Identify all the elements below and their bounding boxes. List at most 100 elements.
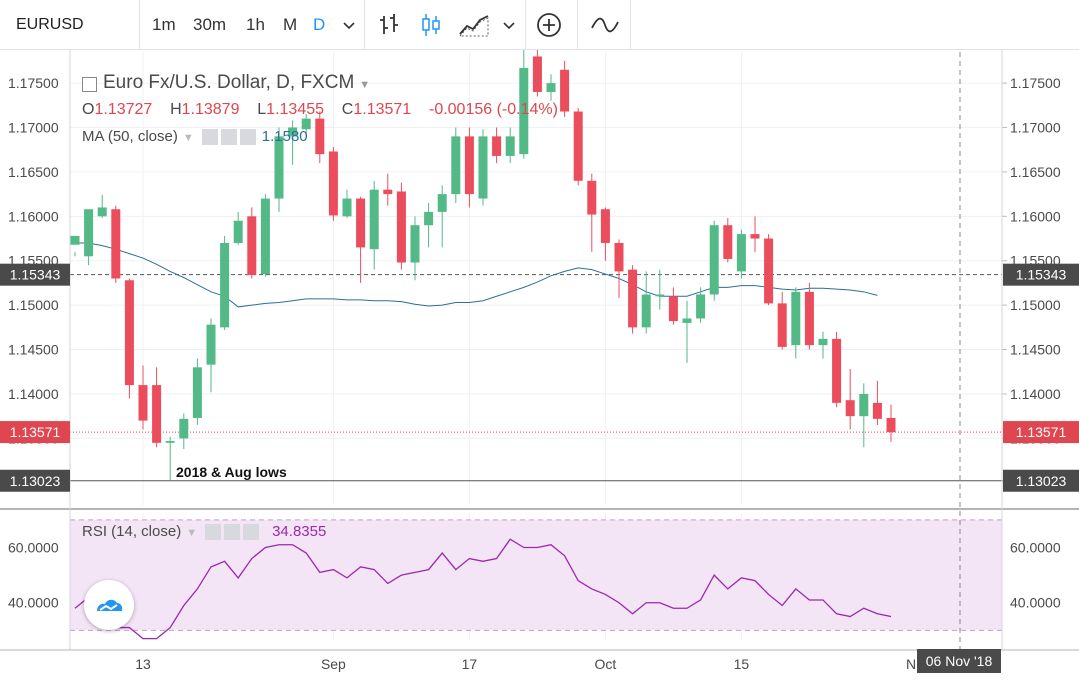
- close-icon[interactable]: [239, 129, 256, 146]
- candle-up: [410, 225, 420, 263]
- candle-up: [478, 136, 488, 199]
- indicator-wave-icon[interactable]: [590, 12, 620, 38]
- candle-up: [220, 242, 230, 328]
- rsi-axis-label: 40.0000: [1010, 595, 1061, 611]
- candle-down: [560, 69, 570, 112]
- candle-down: [396, 191, 406, 263]
- candle-down: [124, 280, 134, 386]
- candle-up: [165, 441, 175, 443]
- candle-down: [328, 151, 338, 216]
- price-axis-label: 1.16000: [8, 208, 59, 224]
- interval-1h-button[interactable]: 1h: [246, 15, 265, 34]
- price-axis-label: 1.14000: [8, 386, 59, 402]
- candle-up: [192, 367, 202, 418]
- chevron-down-icon[interactable]: [502, 16, 516, 34]
- candle-up: [696, 294, 706, 319]
- candle-up: [655, 294, 665, 297]
- current-price-tag-text: 1.13571: [1016, 424, 1067, 440]
- chevron-down-icon[interactable]: ▼: [182, 132, 194, 144]
- ma-label[interactable]: MA (50, close): [82, 128, 178, 145]
- candle-down: [845, 400, 855, 417]
- eye-icon[interactable]: [201, 129, 218, 146]
- rsi-label[interactable]: RSI (14, close): [82, 523, 182, 540]
- toolbar-divider: [364, 0, 365, 50]
- candle-up: [736, 234, 746, 272]
- collapse-icon[interactable]: [82, 76, 97, 92]
- rsi-line: [74, 538, 892, 640]
- open-label: O: [82, 101, 95, 118]
- open-value: 1.13727: [94, 101, 153, 118]
- price-axis-label: 1.15000: [8, 297, 59, 313]
- area-chart-icon[interactable]: [459, 12, 489, 38]
- price-axis-label: 1.14000: [1010, 386, 1061, 402]
- support-price-tag-left: [0, 469, 70, 492]
- chevron-down-icon[interactable]: ▼: [186, 527, 198, 539]
- candle-down: [152, 385, 162, 443]
- close-icon[interactable]: [243, 524, 260, 541]
- candle-up: [519, 67, 529, 155]
- rsi-axis-label: 40.0000: [8, 595, 59, 611]
- price-axis-label: 1.17500: [1010, 75, 1061, 91]
- price-chart[interactable]: 1.17500 1.17500 1.17000 1.17000 1.16500 1.165…: [0, 50, 1079, 687]
- interval-month-button[interactable]: M: [283, 15, 298, 34]
- interval-day-button[interactable]: D: [313, 15, 326, 34]
- candles-icon[interactable]: [419, 12, 443, 38]
- candle-up: [859, 393, 869, 417]
- support-price-tag-text: 1.13023: [1016, 473, 1067, 489]
- candle-down: [804, 291, 814, 346]
- candle-down: [764, 238, 774, 304]
- candle-down: [777, 303, 787, 347]
- candle-down: [464, 136, 474, 195]
- candle-up: [206, 324, 216, 365]
- current-price-tag-right: [1003, 421, 1079, 444]
- candle-up: [546, 83, 556, 92]
- candle-up: [84, 209, 94, 257]
- gear-icon[interactable]: [220, 129, 237, 146]
- time-axis-label: 13: [135, 656, 151, 672]
- candle-up: [288, 127, 298, 137]
- candle-up: [97, 207, 107, 217]
- price-axis-label: 1.14500: [8, 342, 59, 358]
- support-price-tag-text: 1.13023: [10, 473, 61, 489]
- candle-down: [750, 234, 760, 239]
- candle-down: [573, 111, 583, 181]
- gear-icon[interactable]: [224, 524, 241, 541]
- low-label: L: [257, 101, 267, 118]
- candle-down: [492, 136, 502, 156]
- logo-icon[interactable]: [84, 580, 134, 630]
- level-price-tag-text: 1.15343: [1016, 267, 1067, 283]
- toolbar-divider: [630, 0, 631, 50]
- candle-down: [872, 402, 882, 419]
- price-axis-label: 1.14500: [1010, 342, 1061, 358]
- close-value: 1.13571: [353, 101, 412, 118]
- candle-up: [641, 294, 651, 328]
- candle-down: [614, 242, 624, 272]
- price-axis-label: 1.16000: [1010, 208, 1061, 224]
- bar-chart-icon[interactable]: [378, 12, 402, 38]
- chevron-down-icon[interactable]: ▼: [359, 79, 371, 91]
- symbol-button[interactable]: EURUSD: [16, 16, 84, 33]
- current-price-tag-text: 1.13571: [10, 424, 61, 440]
- time-axis-label: Sep: [321, 656, 346, 672]
- candle-up: [505, 136, 515, 156]
- ma-line: [75, 242, 878, 308]
- interval-30m-button[interactable]: 30m: [193, 15, 227, 34]
- candle-down: [628, 269, 638, 328]
- close-label: C: [341, 101, 354, 118]
- add-circle-icon[interactable]: [536, 12, 562, 38]
- annotation-text: 2018 & Aug lows: [176, 464, 287, 480]
- candle-down: [356, 198, 366, 248]
- candle-down: [247, 216, 257, 275]
- candle-up: [260, 198, 270, 275]
- candle-down: [832, 338, 842, 403]
- chevron-down-icon[interactable]: [342, 16, 356, 34]
- candle-down: [886, 417, 896, 433]
- level-price-tag-left: [0, 263, 70, 286]
- price-axis-label: 1.16500: [1010, 164, 1061, 180]
- high-label: H: [170, 101, 182, 118]
- price-axis-label: 1.17500: [8, 75, 59, 91]
- eye-icon[interactable]: [205, 524, 222, 541]
- top-toolbar: EURUSD 1m 30m 1h M D: [0, 0, 1079, 50]
- interval-1m-button[interactable]: 1m: [152, 15, 176, 34]
- candle-down: [111, 209, 121, 279]
